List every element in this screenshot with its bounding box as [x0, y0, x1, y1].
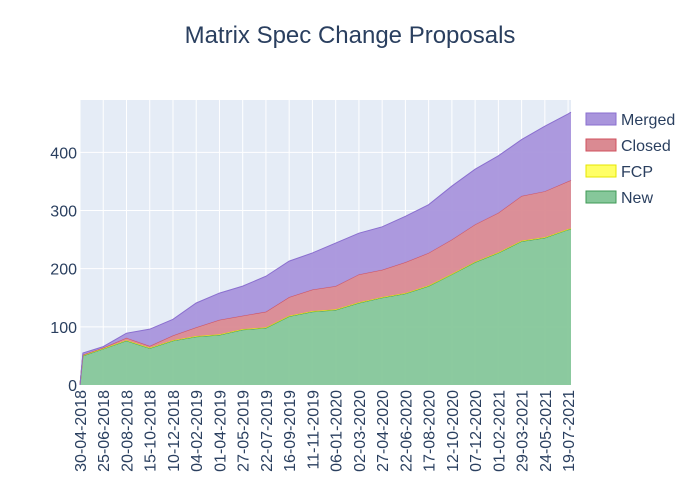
chart-title: Matrix Spec Change Proposals: [185, 22, 516, 49]
x-tick-label: 19-07-2021: [561, 390, 578, 472]
x-tick-label: 01-02-2021: [491, 390, 508, 472]
x-tick-label: 30-04-2018: [73, 390, 90, 472]
area-closed: [80, 180, 571, 385]
legend-label-fcp[interactable]: FCP: [621, 164, 653, 181]
x-tick-label: 27-04-2020: [375, 390, 392, 472]
x-tick-label: 10-12-2018: [166, 390, 183, 472]
legend-swatch-new[interactable]: [585, 190, 617, 204]
legend-label-new[interactable]: New: [621, 190, 653, 207]
legend-swatch-fcp[interactable]: [585, 164, 617, 178]
x-tick-label: 16-09-2019: [282, 390, 299, 472]
area-new: [80, 229, 571, 385]
x-tick-label: 15-10-2018: [143, 390, 160, 472]
x-tick-label: 06-01-2020: [329, 390, 346, 472]
x-tick-label: 24-05-2021: [538, 390, 555, 472]
x-tick-label: 02-03-2020: [352, 390, 369, 472]
x-tick-label: 12-10-2020: [445, 390, 462, 472]
x-tick-label: 07-12-2020: [468, 390, 485, 472]
x-tick-label: 29-03-2021: [515, 390, 532, 472]
legend-swatch-closed[interactable]: [585, 138, 617, 152]
legend-label-merged[interactable]: Merged: [621, 112, 675, 129]
legend-swatch-merged[interactable]: [585, 112, 617, 126]
x-tick-label: 27-05-2019: [236, 390, 253, 472]
legend-label-closed[interactable]: Closed: [621, 138, 671, 155]
y-tick-label: 100: [50, 320, 77, 337]
y-tick-label: 0: [68, 378, 77, 395]
y-tick-label: 400: [50, 145, 77, 162]
line-merged: [79, 111, 572, 386]
y-tick-label: 200: [50, 262, 77, 279]
y-tick-label: 300: [50, 204, 77, 221]
x-tick-label: 01-04-2019: [212, 390, 229, 472]
x-tick-label: 20-08-2018: [119, 390, 136, 472]
x-tick-label: 22-06-2020: [398, 390, 415, 472]
x-tick-label: 22-07-2019: [259, 390, 276, 472]
area-merged: [80, 112, 571, 385]
x-tick-label: 04-02-2019: [189, 390, 206, 472]
x-tick-label: 25-06-2018: [96, 390, 113, 472]
x-tick-label: 11-11-2019: [305, 390, 322, 470]
x-tick-label: 17-08-2020: [422, 390, 439, 472]
